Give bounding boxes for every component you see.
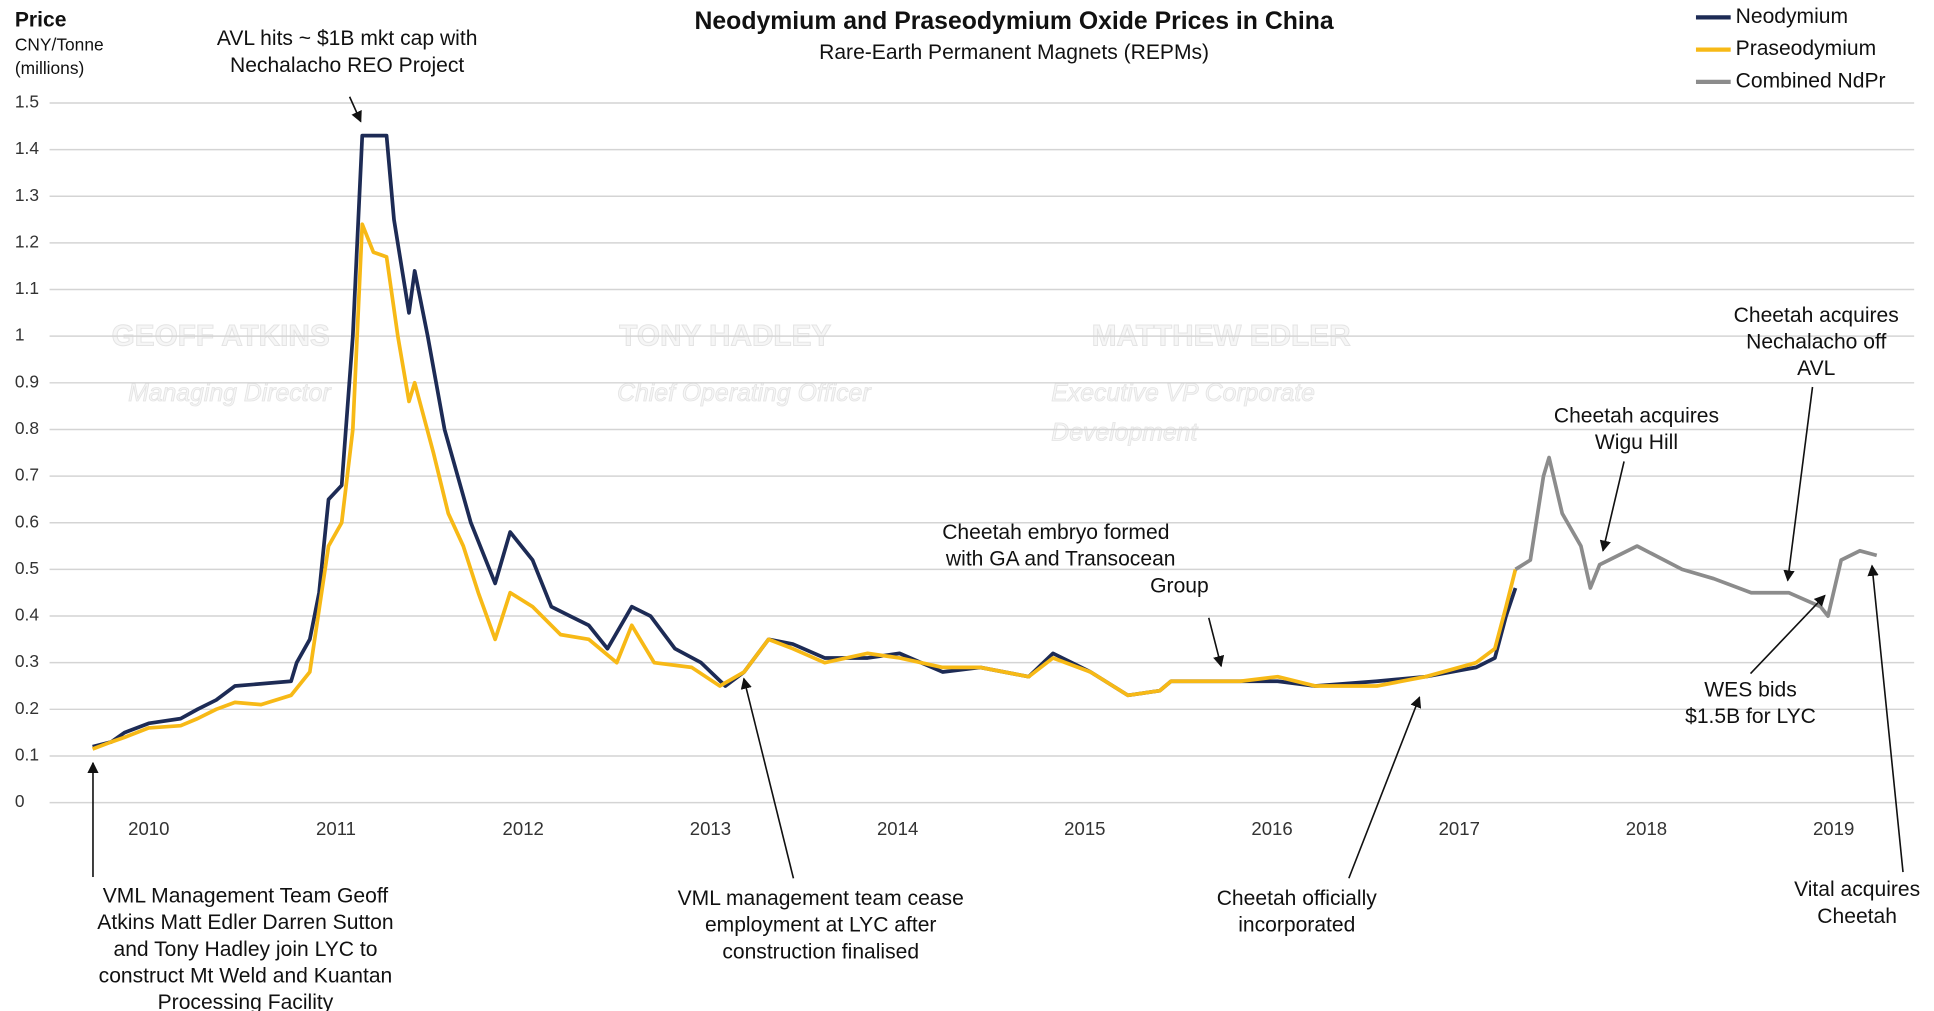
y-tick-label: 0.6 [15,511,39,531]
annotation: Nechalacho REO Project [230,54,464,77]
watermark: Chief Operating Officer [617,380,872,407]
arrow [1348,696,1422,879]
x-tick-label: 2016 [1251,818,1292,839]
annotation: and Tony Hadley join LYC to [113,938,377,961]
arrow [348,96,362,123]
series-line [91,222,1518,751]
watermark: Development [1051,420,1198,447]
annotation: VML management team cease [678,887,964,910]
y-axis-title: Price [15,9,67,32]
annotation: Cheetah officially [1217,887,1378,910]
x-tick-label: 2017 [1439,818,1480,839]
arrow [740,677,795,879]
watermark: Executive VP Corporate [1051,380,1315,407]
y-tick-label: 1.2 [15,231,39,251]
x-tick-label: 2019 [1813,818,1854,839]
x-tick-label: 2010 [128,818,169,839]
chart-title: Neodymium and Praseodymium Oxide Prices … [695,8,1334,35]
plot: 0 0.1 0.2 0.3 0.4 0.5 0.6 0.7 0.8 0.9 1 1.1 1.2 1.3 1.… [15,92,1915,839]
annotation: Cheetah acquires [1734,304,1899,327]
y-tick-label: 1.1 [15,278,39,298]
x-tick-label: 2011 [316,818,356,839]
annotation: with GA and Transocean [945,548,1176,571]
y-tick-label: 1.3 [15,185,39,205]
y-tick-label: 0.8 [15,418,39,438]
annotation: Vital acquires [1794,878,1920,901]
annotation: Atkins Matt Edler Darren Sutton [97,911,393,934]
arrow [1599,461,1625,552]
arrow [1867,564,1904,873]
annotation: Cheetah embryo formed [942,521,1169,544]
arrow [1207,617,1225,668]
y-axis-unit: CNY/Tonne [15,34,104,54]
x-tick-label: 2012 [503,818,544,839]
annotation: Cheetah [1817,905,1897,928]
y-tick-label: 0.3 [15,651,39,671]
legend-label: Neodymium [1736,5,1848,28]
x-tick-label: 2014 [877,818,918,839]
y-tick-label: 0.7 [15,465,39,485]
y-tick-label: 0.5 [15,558,39,578]
legend-label: Praseodymium [1736,37,1877,60]
annotation: Wigu Hill [1595,431,1678,454]
annotation: incorporated [1238,914,1355,937]
chart-subtitle: Rare-Earth Permanent Magnets (REPMs) [819,41,1209,64]
y-tick-label: 0.1 [15,745,39,765]
annotation: AVL hits ~ $1B mkt cap with [217,27,478,50]
y-tick-label: 0.4 [15,605,39,625]
arrow [1749,594,1826,675]
y-tick-label: 0.9 [15,371,39,391]
x-tick-label: 2015 [1064,818,1105,839]
legend-label: Combined NdPr [1736,69,1886,92]
annotation: construction finalised [722,940,919,963]
arrow [1783,386,1814,582]
annotation: Cheetah acquires [1554,404,1719,427]
annotation: Group [1150,574,1209,597]
annotation: Processing Facility [158,991,334,1011]
y-tick-label: 1 [15,325,25,345]
annotation: VML Management Team Geoff [103,884,389,907]
annotation: employment at LYC after [705,914,937,937]
arrows [87,96,1904,879]
y-tick-label: 0.2 [15,698,39,718]
annotation: construct Mt Weld and Kuantan [99,964,393,987]
y-axis-unit: (millions) [15,58,84,78]
watermark: Managing Director [128,380,332,407]
annotation: $1.5B for LYC [1685,705,1816,728]
y-tick-label: 1.5 [15,92,39,112]
series-line [1514,455,1878,618]
y-tick-label: 0 [15,791,25,811]
x-tick-label: 2013 [690,818,731,839]
x-tick-label: 2018 [1626,818,1667,839]
annotation: WES bids [1704,679,1797,702]
annotation: Nechalacho off [1746,331,1886,354]
y-tick-label: 1.4 [15,138,39,158]
annotation: AVL [1797,357,1836,380]
